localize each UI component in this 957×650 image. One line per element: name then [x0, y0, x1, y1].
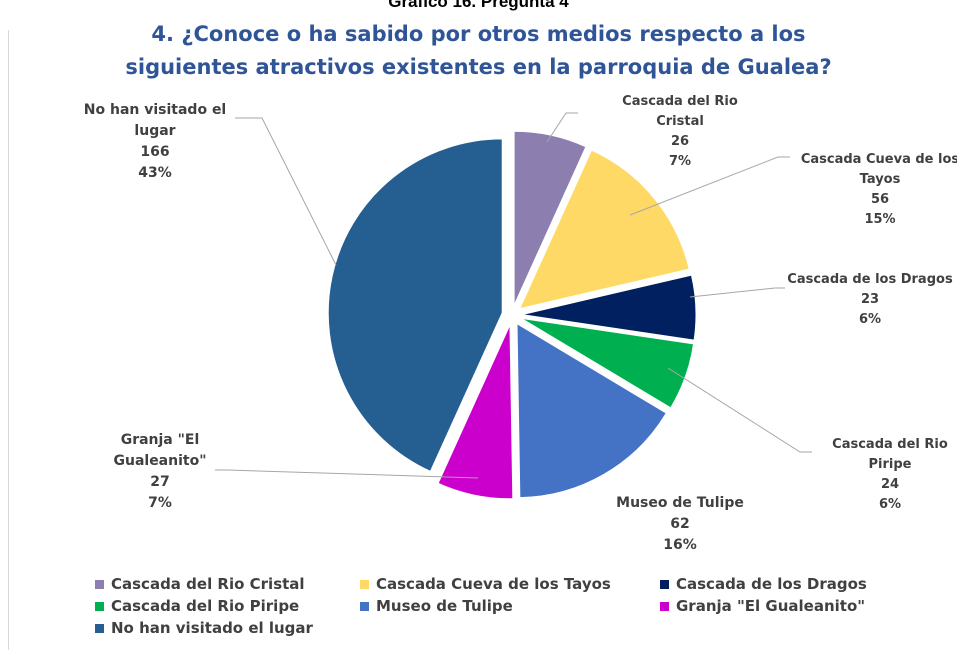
label-name: Museo de Tulipe: [616, 495, 744, 511]
label-name: Cascada del Rio Piripe: [832, 437, 948, 472]
label-percent: 7%: [668, 154, 692, 169]
label-name: No han visitado el lugar: [83, 102, 227, 139]
legend-item: Cascada Cueva de los Tayos: [360, 575, 611, 593]
pie-slice: [513, 130, 587, 306]
data-label: Cascada del Rio Cristal 26 7%: [615, 92, 745, 172]
chart-title: siguientes atractivos existentes en la p…: [125, 55, 832, 79]
data-label: Cascada del Rio Piripe 24 6%: [815, 435, 957, 515]
label-name: Cascada Cueva de los Tayos: [800, 152, 957, 187]
legend-item: Museo de Tulipe: [360, 597, 513, 615]
legend-label: Cascada Cueva de los Tayos: [376, 575, 611, 593]
label-percent: 6%: [878, 497, 902, 512]
pie-slice: [521, 274, 697, 341]
label-value: 27: [150, 474, 170, 490]
label-name: Cascada de los Dragos: [787, 272, 953, 287]
data-label: Cascada Cueva de los Tayos 56 15%: [795, 150, 957, 230]
legend-label: Cascada del Rio Piripe: [111, 597, 300, 615]
pie-slice: [521, 317, 695, 409]
label-percent: 6%: [858, 312, 882, 327]
legend-label: Museo de Tulipe: [376, 597, 513, 615]
chart-title: 4. ¿Conoce o ha sabido por otros medios …: [151, 22, 806, 46]
pie-slice: [327, 138, 503, 473]
pie-slice: [518, 149, 690, 310]
legend-item: Granja "El Gualeanito": [660, 597, 865, 615]
label-value: 62: [670, 516, 690, 532]
label-percent: 15%: [864, 212, 896, 227]
leader-line: [215, 469, 479, 479]
legend-item: Cascada del Rio Piripe: [95, 597, 299, 615]
data-label: No han visitado el lugar 166 43%: [70, 100, 240, 184]
leader-line: [235, 117, 337, 266]
legend-label: Cascada de los Dragos: [676, 575, 867, 593]
legend-swatch: [660, 580, 669, 589]
frame: [8, 30, 9, 650]
legend-swatch: [95, 602, 104, 611]
data-label: Granja "El Gualeanito" 27 7%: [95, 430, 225, 514]
legend-swatch: [360, 580, 369, 589]
legend-label: Granja "El Gualeanito": [676, 597, 866, 615]
data-label: Cascada de los Dragos 23 6%: [785, 270, 955, 330]
label-value: 26: [670, 134, 690, 149]
leader-line: [689, 287, 785, 298]
label-value: 23: [860, 292, 880, 307]
leader-line: [629, 156, 790, 216]
legend-label: No han visitado el lugar: [111, 619, 313, 637]
pie-slice: [516, 322, 667, 499]
label-percent: 7%: [148, 495, 172, 511]
label-name: Granja "El Gualeanito": [113, 432, 207, 469]
leader-line: [546, 112, 578, 143]
legend-swatch: [95, 624, 104, 633]
pie-slice: [437, 324, 514, 500]
legend-item: Cascada del Rio Cristal: [95, 575, 305, 593]
legend-swatch: [360, 602, 369, 611]
legend-label: Cascada del Rio Cristal: [111, 575, 305, 593]
header: Gráfico 16. Pregunta 4: [388, 0, 569, 11]
legend-swatch: [660, 602, 669, 611]
leader-line: [667, 367, 812, 453]
label-value: 24: [880, 477, 900, 492]
legend-item: Cascada de los Dragos: [660, 575, 867, 593]
legend-item: No han visitado el lugar: [95, 619, 313, 637]
label-percent: 16%: [663, 537, 697, 553]
label-name: Cascada del Rio Cristal: [622, 94, 738, 129]
legend-swatch: [95, 580, 104, 589]
label-percent: 43%: [138, 165, 172, 181]
data-label: Museo de Tulipe 62 16%: [600, 493, 760, 556]
label-value: 56: [870, 192, 890, 207]
label-value: 166: [140, 144, 170, 160]
